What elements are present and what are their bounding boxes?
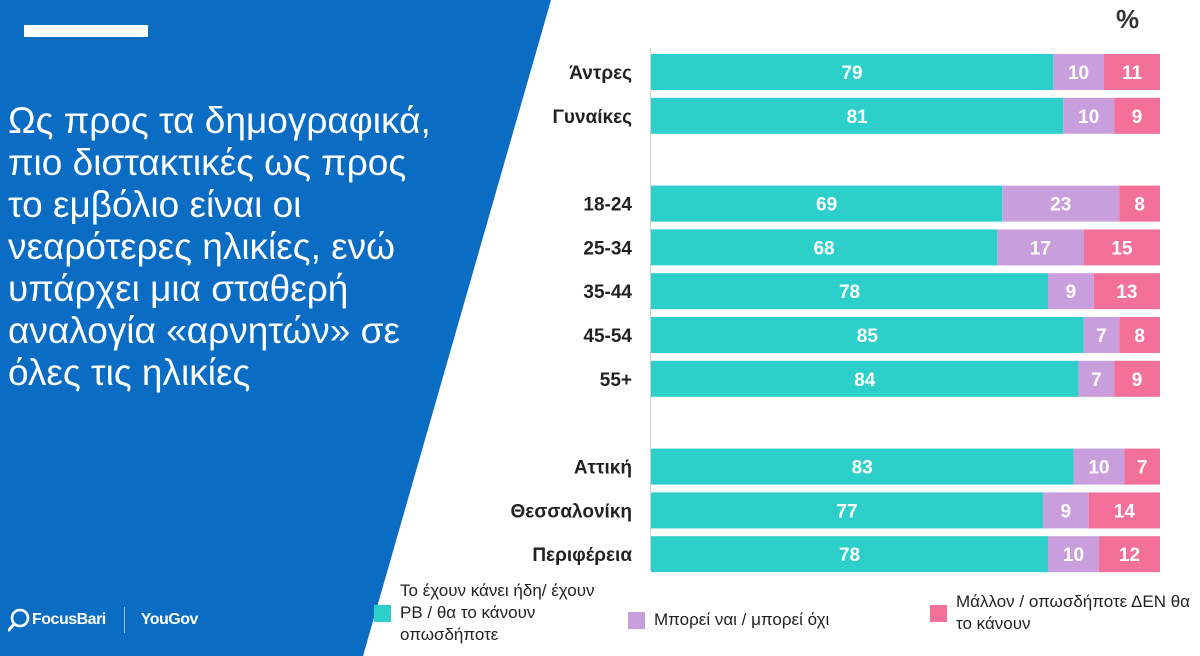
bar-segment-maybe bbox=[1083, 317, 1120, 353]
data-label-no: 9 bbox=[1132, 370, 1143, 391]
data-label-maybe: 10 bbox=[1068, 63, 1089, 84]
page-title: Ως προς τα δημογραφικά, πιο διστακτικές … bbox=[8, 100, 431, 393]
data-label-no: 7 bbox=[1137, 458, 1148, 479]
data-label-maybe: 10 bbox=[1078, 107, 1099, 128]
bar-segment-certain bbox=[651, 97, 1064, 134]
data-label-maybe: 10 bbox=[1063, 545, 1084, 566]
blue-panel-shape bbox=[0, 0, 551, 656]
bar-segment-no bbox=[1088, 492, 1160, 529]
category-label: 18-24 bbox=[583, 195, 632, 216]
legend-swatch-maybe bbox=[628, 611, 645, 629]
bar-segment-certain bbox=[651, 536, 1049, 573]
data-label-certain: 81 bbox=[847, 107, 869, 128]
category-label: 45-54 bbox=[583, 326, 632, 347]
bar-segment-maybe bbox=[1078, 360, 1115, 397]
bar-segment-certain bbox=[651, 54, 1054, 90]
bar-segment-no bbox=[1104, 54, 1160, 90]
legend-swatch-certain bbox=[374, 604, 391, 622]
category-label: Γυναίκες bbox=[553, 107, 633, 128]
bar-segment-maybe bbox=[1002, 185, 1120, 222]
bar-segment-no bbox=[1119, 317, 1160, 353]
bar-segment-certain bbox=[651, 448, 1074, 485]
data-label-certain: 85 bbox=[857, 326, 879, 347]
bar-segment-no bbox=[1083, 229, 1160, 266]
bar-segment-no bbox=[1098, 536, 1160, 573]
category-label: Περιφέρεια bbox=[532, 545, 632, 566]
bar-segment-no bbox=[1124, 448, 1160, 485]
focusbari-logo: FocusBari bbox=[8, 608, 106, 632]
data-label-maybe: 9 bbox=[1066, 282, 1077, 303]
yougov-logo: YouGov bbox=[140, 611, 199, 628]
data-label-no: 9 bbox=[1132, 107, 1143, 128]
legend-item-maybe: Μπορεί ναι / μπορεί όχι bbox=[628, 609, 908, 631]
bar-segment-no bbox=[1114, 97, 1160, 134]
focusbari-icon bbox=[8, 608, 30, 632]
logo-divider bbox=[123, 607, 125, 633]
data-label-maybe: 7 bbox=[1096, 326, 1107, 347]
bar-segment-certain bbox=[651, 273, 1049, 310]
unit-label: % bbox=[1116, 4, 1140, 34]
bar-segment-no bbox=[1093, 273, 1160, 310]
bar-segment-maybe bbox=[1063, 97, 1115, 134]
data-label-no: 13 bbox=[1116, 282, 1137, 303]
data-label-maybe: 17 bbox=[1030, 238, 1051, 259]
category-label: 55+ bbox=[600, 370, 632, 391]
data-label-certain: 79 bbox=[841, 63, 862, 84]
data-label-no: 8 bbox=[1134, 326, 1145, 347]
data-label-no: 14 bbox=[1114, 501, 1136, 522]
data-label-certain: 68 bbox=[813, 238, 834, 259]
category-label: 35-44 bbox=[583, 282, 632, 303]
bar-segment-maybe bbox=[1053, 54, 1105, 90]
bar-segment-no bbox=[1114, 360, 1160, 397]
logo-area: FocusBari YouGov bbox=[8, 607, 198, 633]
data-label-maybe: 10 bbox=[1088, 458, 1109, 479]
data-label-no: 11 bbox=[1122, 63, 1143, 84]
bar-segment-certain bbox=[651, 317, 1084, 353]
data-label-no: 15 bbox=[1111, 238, 1133, 259]
category-label: Άντρες bbox=[569, 63, 632, 84]
bar-segment-maybe bbox=[997, 229, 1084, 266]
legend-item-no: Μάλλον / οπωσδήποτε ΔΕΝ θα το κάνουν bbox=[930, 591, 1192, 635]
data-label-certain: 77 bbox=[836, 501, 857, 522]
data-label-maybe: 9 bbox=[1061, 501, 1072, 522]
decorative-white-bar bbox=[24, 25, 148, 37]
category-label: Αττική bbox=[574, 458, 632, 479]
bar-segment-certain bbox=[651, 360, 1079, 397]
bar-segment-no bbox=[1119, 185, 1160, 222]
data-label-certain: 69 bbox=[816, 195, 837, 216]
data-label-certain: 84 bbox=[854, 370, 876, 391]
bar-segment-maybe bbox=[1048, 273, 1094, 310]
focusbari-text: FocusBari bbox=[32, 611, 106, 628]
data-label-certain: 78 bbox=[839, 545, 860, 566]
legend-label-certain: Το έχουν κάνει ήδη/ έχουν ΡΒ / θα το κάν… bbox=[400, 581, 595, 644]
bar-segment-certain bbox=[651, 229, 998, 266]
bar-segment-certain bbox=[651, 185, 1003, 222]
legend-label-no: Μάλλον / οπωσδήποτε ΔΕΝ θα το κάνουν bbox=[956, 592, 1190, 633]
data-label-certain: 83 bbox=[852, 458, 873, 479]
bar-segment-maybe bbox=[1073, 448, 1125, 485]
bar-segment-certain bbox=[651, 492, 1043, 529]
category-label: 25-34 bbox=[583, 238, 632, 259]
data-label-maybe: 7 bbox=[1091, 370, 1102, 391]
bar-segment-maybe bbox=[1042, 492, 1089, 529]
data-label-no: 8 bbox=[1134, 195, 1145, 216]
category-label: Θεσσαλονίκη bbox=[511, 501, 632, 522]
legend-item-certain: Το έχουν κάνει ήδη/ έχουν ΡΒ / θα το κάν… bbox=[374, 580, 614, 646]
legend-swatch-no bbox=[930, 604, 947, 622]
data-label-maybe: 23 bbox=[1050, 195, 1071, 216]
data-label-no: 12 bbox=[1119, 545, 1140, 566]
legend-label-maybe: Μπορεί ναι / μπορεί όχι bbox=[654, 610, 830, 629]
bar-segment-maybe bbox=[1048, 536, 1099, 573]
data-label-certain: 78 bbox=[839, 282, 860, 303]
